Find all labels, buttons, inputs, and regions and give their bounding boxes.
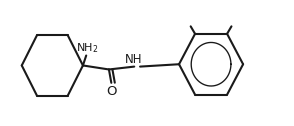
Text: NH$_2$: NH$_2$: [76, 41, 99, 55]
Text: NH: NH: [125, 53, 142, 66]
Text: O: O: [106, 85, 116, 98]
